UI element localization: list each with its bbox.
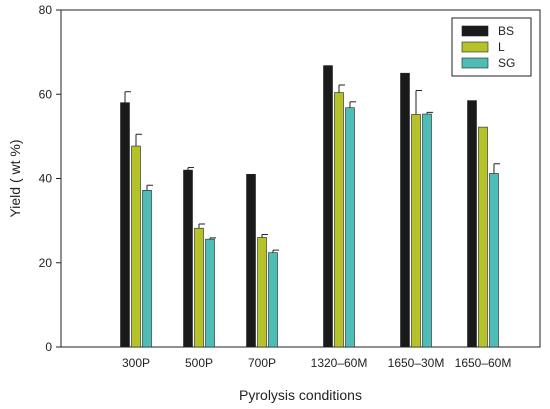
bar-sg-0 — [142, 189, 152, 348]
bar-bs-4 — [400, 72, 410, 348]
x-tick-label: 1650–30M — [388, 356, 445, 370]
bar-bs-3 — [323, 65, 333, 348]
bar-bs-1 — [183, 169, 193, 348]
legend-swatch-bs — [461, 25, 489, 37]
bar-bs-0 — [120, 102, 130, 348]
bars — [120, 65, 500, 348]
bar-l-1 — [194, 227, 204, 348]
bar-l-5 — [478, 126, 488, 348]
y-axis-ticks: 0 20 40 60 80 — [39, 3, 61, 354]
bar-sg-5 — [489, 173, 499, 348]
bar-l-4 — [411, 114, 421, 348]
y-axis-title: Yield ( wt %) — [7, 139, 23, 217]
bar-l-2 — [257, 237, 267, 348]
y-tick-label: 60 — [39, 87, 53, 101]
bar-bs-5 — [467, 100, 477, 348]
x-tick-label: 700P — [248, 356, 276, 370]
bar-sg-2 — [268, 252, 278, 348]
legend-label-l: L — [498, 40, 505, 54]
x-tick-label: 1650–60M — [455, 356, 512, 370]
x-axis-title: Pyrolysis conditions — [239, 387, 362, 403]
bar-bs-2 — [246, 173, 256, 348]
bar-l-3 — [334, 92, 344, 348]
bar-l-0 — [131, 145, 141, 348]
x-axis-ticks: 300P 500P 700P 1320–60M 1650–30M 1650–60M — [122, 356, 511, 370]
legend-label-sg: SG — [498, 56, 515, 70]
legend-swatch-sg — [461, 57, 489, 69]
y-tick-label: 0 — [45, 340, 52, 354]
y-tick-label: 80 — [39, 3, 53, 17]
x-tick-label: 300P — [122, 356, 150, 370]
y-tick-label: 20 — [39, 256, 53, 270]
legend-label-bs: BS — [498, 24, 514, 38]
bar-sg-1 — [205, 238, 215, 348]
legend: BS L SG — [451, 17, 532, 77]
legend-swatch-l — [461, 41, 489, 53]
bar-sg-3 — [345, 107, 355, 348]
x-tick-label: 1320–60M — [311, 356, 368, 370]
bar-sg-4 — [422, 113, 432, 348]
y-tick-label: 40 — [39, 172, 53, 186]
x-tick-label: 500P — [185, 356, 213, 370]
